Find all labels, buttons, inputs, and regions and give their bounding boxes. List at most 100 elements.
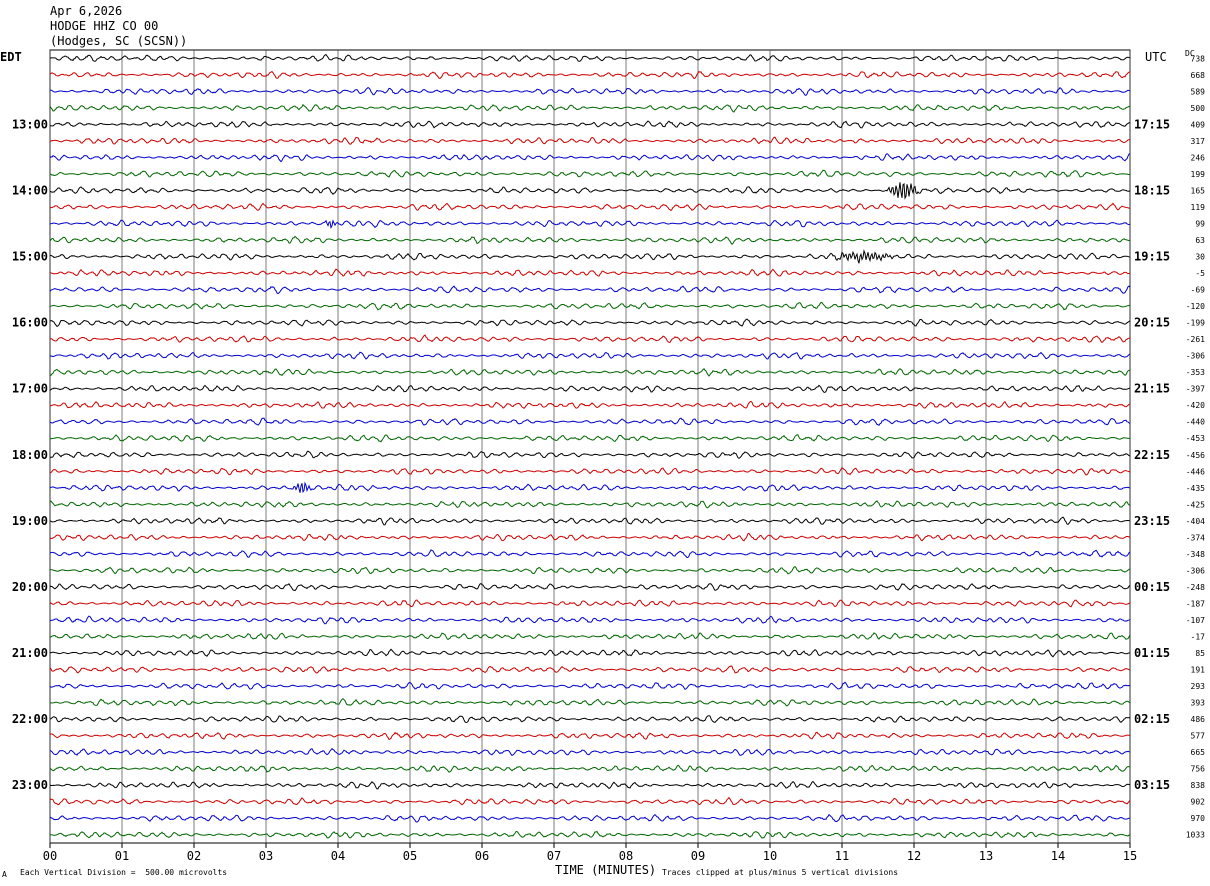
right-hour-label: 02:15	[1134, 712, 1170, 726]
seismic-trace	[49, 780, 1131, 790]
left-hour-label: 20:00	[12, 580, 48, 594]
dc-offset-label: -306	[1186, 566, 1205, 575]
dc-offset-label: -306	[1186, 352, 1205, 361]
left-hour-label: 13:00	[12, 117, 48, 131]
header-location: (Hodges, SC (SCSN))	[50, 34, 188, 48]
dc-offset-label: -5	[1195, 269, 1205, 278]
corner-mark: A	[2, 870, 7, 879]
left-hour-label: 23:00	[12, 778, 48, 792]
dc-offset-label: 838	[1191, 781, 1206, 790]
seismic-trace	[49, 87, 1131, 96]
seismic-trace	[49, 136, 1131, 145]
x-tick-label: 01	[115, 849, 129, 863]
seismic-trace	[49, 351, 1131, 360]
dc-offset-label: 317	[1191, 137, 1206, 146]
x-tick-label: 05	[403, 849, 417, 863]
seismic-trace	[49, 103, 1131, 113]
seismic-trace	[49, 481, 1131, 494]
seismic-trace	[49, 70, 1131, 80]
left-hour-label: 21:00	[12, 646, 48, 660]
x-tick-label: 04	[331, 849, 345, 863]
x-tick-label: 03	[259, 849, 273, 863]
x-tick-label: 08	[619, 849, 633, 863]
right-hour-label: 17:15	[1134, 117, 1170, 131]
seismic-trace	[49, 731, 1131, 741]
seismic-trace	[49, 235, 1131, 245]
seismic-trace	[49, 747, 1131, 757]
seismic-trace	[49, 268, 1131, 277]
seismic-trace	[49, 549, 1131, 558]
right-hour-label: 18:15	[1134, 183, 1170, 197]
dc-offset-label: -420	[1186, 401, 1205, 410]
left-hour-label: 16:00	[12, 316, 48, 330]
left-hour-label: 17:00	[12, 382, 48, 396]
dc-offset-label: -248	[1186, 583, 1205, 592]
dc-offset-label: -435	[1186, 484, 1205, 493]
dc-offset-label: -453	[1186, 434, 1205, 443]
x-tick-label: 12	[907, 849, 921, 863]
dc-offset-label: 738	[1191, 54, 1206, 63]
dc-offset-label: 756	[1191, 765, 1206, 774]
clip-note: Traces clipped at plus/minus 5 vertical …	[662, 868, 899, 877]
seismic-trace	[49, 334, 1131, 344]
header-station: HODGE HHZ CO 00	[50, 19, 159, 33]
seismic-trace	[49, 384, 1131, 393]
dc-offset-label: 85	[1195, 649, 1205, 658]
dc-offset-label: 1033	[1186, 831, 1205, 840]
dc-offset-label: 30	[1195, 253, 1205, 262]
dc-offset-label: 902	[1191, 798, 1206, 807]
x-tick-label: 06	[475, 849, 489, 863]
dc-offset-label: -353	[1186, 368, 1205, 377]
x-tick-label: 13	[979, 849, 993, 863]
seismic-trace	[49, 500, 1131, 509]
x-tick-label: 15	[1123, 849, 1137, 863]
dc-offset-label: -348	[1186, 550, 1205, 559]
dc-offset-label: 99	[1195, 219, 1205, 228]
dc-offset-label: 500	[1191, 104, 1206, 113]
dc-offset-label: 577	[1191, 732, 1206, 741]
right-hour-label: 03:15	[1134, 778, 1170, 792]
x-tick-label: 09	[691, 849, 705, 863]
plot-frame	[49, 49, 1131, 844]
seismic-trace	[49, 697, 1131, 707]
dc-offset-label: -404	[1186, 517, 1205, 526]
right-hour-label: 00:15	[1134, 580, 1170, 594]
seismic-trace	[49, 368, 1131, 377]
seismic-trace	[49, 466, 1131, 476]
seismic-trace	[49, 796, 1131, 806]
seismic-trace	[49, 516, 1131, 526]
dc-label: DC	[1185, 49, 1195, 58]
right-hour-label: 01:15	[1134, 646, 1170, 660]
seismic-trace	[49, 681, 1131, 690]
x-tick-label: 02	[187, 849, 201, 863]
dc-offset-label: 191	[1191, 666, 1206, 675]
seismic-trace	[49, 532, 1131, 542]
seismic-trace	[49, 400, 1131, 410]
seismic-trace	[49, 219, 1131, 230]
seismic-trace	[49, 182, 1131, 200]
dc-offset-label: -17	[1191, 632, 1206, 641]
seismic-trace	[49, 202, 1131, 212]
seismic-trace	[49, 566, 1131, 575]
seismic-trace	[49, 583, 1131, 592]
left-hour-label: 19:00	[12, 514, 48, 528]
seismic-trace	[49, 813, 1131, 823]
seismic-trace	[49, 169, 1131, 178]
right-hour-label: 23:15	[1134, 514, 1170, 528]
dc-offset-label: -120	[1186, 302, 1205, 311]
dc-offset-label: 119	[1191, 203, 1206, 212]
x-tick-label: 07	[547, 849, 561, 863]
seismic-trace	[49, 830, 1131, 839]
dc-offset-label: 293	[1191, 682, 1206, 691]
seismic-trace	[49, 715, 1131, 724]
dc-offset-label: -107	[1186, 616, 1205, 625]
seismic-trace	[49, 120, 1130, 129]
dc-offset-label: 589	[1191, 87, 1206, 96]
right-hour-label: 21:15	[1134, 382, 1170, 396]
header-date: Apr 6,2026	[50, 4, 123, 18]
dc-offset-label: -425	[1186, 500, 1205, 509]
seismic-trace	[49, 599, 1131, 608]
dc-offset-label: 246	[1191, 153, 1206, 162]
seismic-trace	[49, 417, 1131, 426]
seismic-trace	[49, 302, 1131, 311]
